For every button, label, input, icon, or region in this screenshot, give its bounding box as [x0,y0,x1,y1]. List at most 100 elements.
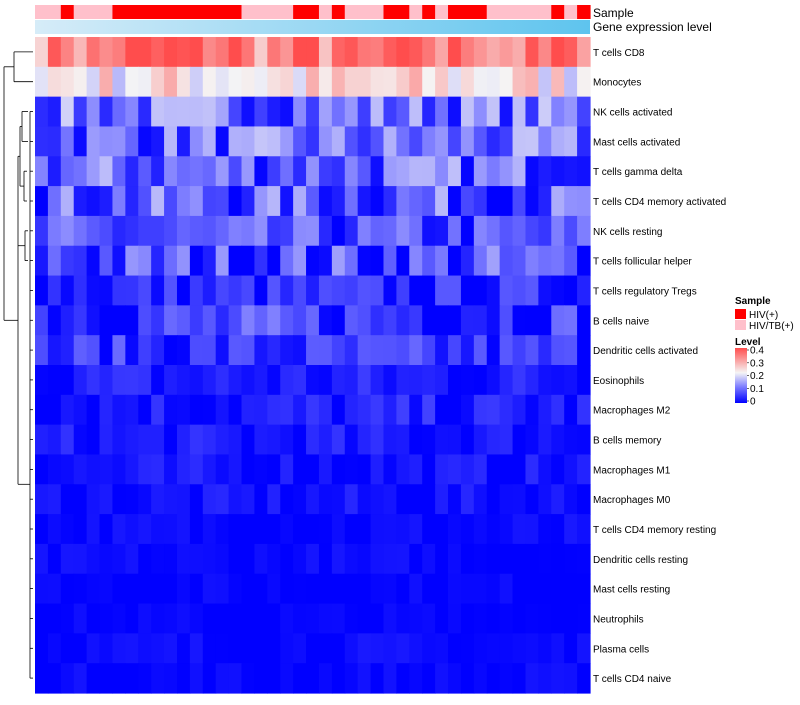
heatmap-cell [228,394,243,426]
heatmap-cell [525,663,539,694]
heatmap-cell [267,663,281,694]
heatmap-cell [86,514,101,545]
heatmap-cell [202,454,217,485]
heatmap-cell [486,186,501,217]
heatmap-cell [331,633,346,664]
sample-cell [280,5,294,19]
heatmap-cell [383,633,397,664]
heatmap-cell [448,275,462,306]
heatmap-cell [73,66,88,98]
heatmap-cell [215,275,230,306]
heatmap-cell [422,424,436,456]
heatmap-cell [151,37,165,68]
heatmap-cell [435,603,449,634]
heatmap-cell [189,454,204,485]
heatmap-cell [577,454,591,485]
heatmap-cell [138,37,152,68]
heatmap-cell [202,573,217,605]
heatmap-cell [370,245,385,277]
heatmap-cell [409,37,423,68]
heatmap-cell [86,37,101,68]
heatmap-cell [460,215,475,247]
heatmap-cell [306,126,320,157]
heatmap-cell [86,156,101,187]
heatmap-cell [512,305,527,336]
row-label: T cells CD4 memory activated [593,197,726,208]
heatmap-cell [138,394,152,426]
heatmap-cell [396,394,410,426]
heatmap-cell [151,96,165,128]
heatmap-cell [164,484,178,515]
heatmap-cell [47,96,62,128]
heatmap-cell [577,275,591,306]
heatmap-cell [370,424,385,456]
heatmap-cell [564,335,578,366]
heatmap-cell [396,365,410,396]
heatmap-cell [318,543,333,575]
heatmap-cell [99,305,114,336]
heatmap-cell [280,275,294,306]
heatmap-cell [512,484,527,515]
heatmap-cell [564,514,578,545]
heatmap-cell [215,305,230,336]
heatmap-cell [357,186,372,217]
heatmap-cell [448,514,462,545]
heatmap-cell [422,484,436,515]
heatmap-cell [525,126,539,157]
row-label: T cells CD8 [593,48,645,59]
heatmap-cell [318,394,333,426]
heatmap-cell [318,365,333,396]
heatmap-cell [125,543,139,575]
heatmap-cell [318,305,333,336]
heatmap-cell [370,514,385,545]
heatmap-cell [499,66,514,98]
heatmap-cell [409,245,423,277]
heatmap-cell [551,454,565,485]
heatmap-cell [151,454,165,485]
heatmap-cell [267,365,281,396]
heatmap-cell [370,156,385,187]
row-label: NK cells activated [593,108,672,119]
heatmap-cell [331,275,346,306]
sample-cell [357,5,372,19]
heatmap-cell [318,633,333,664]
heatmap-cell [241,245,256,277]
heatmap-cell [202,37,217,68]
heatmap-cell [280,335,294,366]
heatmap-cell [35,215,49,247]
heatmap-cell [35,245,49,277]
heatmap-cell [370,186,385,217]
heatmap-cell [331,215,346,247]
heatmap-cell [86,275,101,306]
heatmap-cell [293,603,307,634]
heatmap-cell [512,275,527,306]
heatmap-cell [280,126,294,157]
heatmap-cell [318,186,333,217]
heatmap-cell [551,126,565,157]
heatmap-cell [280,37,294,68]
heatmap-cell [293,156,307,187]
heatmap-cell [293,633,307,664]
heatmap-cell [344,215,359,247]
heatmap-cell [473,186,488,217]
heatmap-cell [189,245,204,277]
heatmap-cell [138,454,152,485]
heatmap-cell [125,305,139,336]
heatmap-cell [112,245,126,277]
heatmap-cell [460,305,475,336]
heatmap-cell [35,394,49,426]
heatmap-cell [344,126,359,157]
heatmap-cell [331,96,346,128]
heatmap-cell [525,96,539,128]
heatmap-cell [435,365,449,396]
heatmap-cell [318,484,333,515]
heatmap-cell [318,126,333,157]
heatmap-cell [448,603,462,634]
heatmap-cell [60,66,75,98]
heatmap-cell [280,663,294,694]
heatmap-cell [473,96,488,128]
heatmap-cell [280,394,294,426]
heatmap-cell [112,543,126,575]
heatmap-cell [267,37,281,68]
